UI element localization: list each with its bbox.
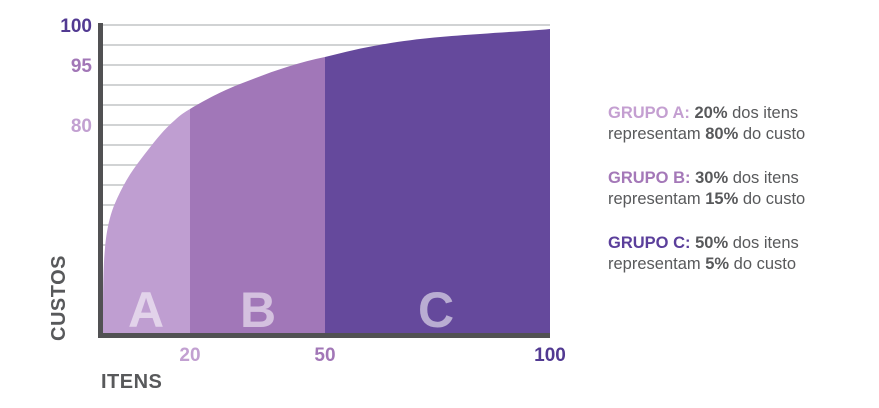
legend-text-segment: dos itens representam [608,104,799,143]
legend-text-segment: dos itens representam [608,169,799,208]
x-tick-20: 20 [179,345,200,366]
legend-group-heading: GRUPO C: [608,234,696,252]
legend-text-segment: 15% [705,190,739,208]
y-tick-80: 80 [71,116,92,137]
x-tick-100: 100 [534,345,566,366]
legend-text-segment: 50% [695,234,729,252]
region-c-area [325,29,550,335]
legend-group-grupoc: GRUPO C: 50% dos itens representam 5% do… [608,233,860,275]
x-axis-title: ITENS [101,371,163,393]
legend-group-grupob: GRUPO B: 30% dos itens representam 15% d… [608,168,860,210]
legend-text-segment: do custo [738,190,806,208]
y-axis-line [98,23,103,338]
legend-text-segment: dos itens representam [608,234,799,273]
x-axis-line [98,333,550,338]
legend-text-segment: 5% [705,255,730,273]
region-a-area [103,109,190,335]
y-tick-95: 95 [71,56,93,77]
region-b-letter: B [240,282,276,338]
legend-group-grupoa: GRUPO A: 20% dos itens representam 80% d… [608,103,860,145]
y-axis-title: CUSTOS [48,255,70,341]
region-b-area [190,57,325,335]
legend: GRUPO A: 20% dos itens representam 80% d… [608,103,860,298]
legend-text-segment: do custo [738,125,806,143]
region-c-letter: C [418,282,454,338]
legend-group-heading: GRUPO A: [608,104,695,122]
region-a-letter: A [128,282,164,338]
y-tick-100: 100 [60,16,92,37]
legend-group-heading: GRUPO B: [608,169,696,187]
legend-text-segment: 20% [694,104,728,122]
legend-text-segment: 30% [695,169,729,187]
legend-text-segment: 80% [705,125,739,143]
x-tick-50: 50 [314,345,335,366]
legend-text-segment: do custo [729,255,797,273]
